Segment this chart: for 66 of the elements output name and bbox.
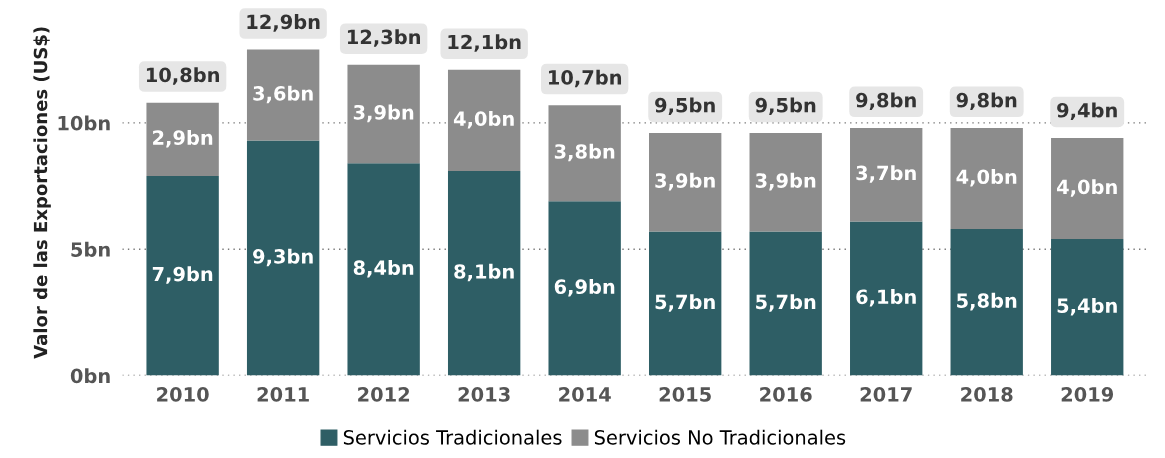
- x-tick-label: 2019: [1061, 387, 1114, 402]
- x-tick-label: 2012: [358, 387, 410, 402]
- data-label: 3,9bn: [655, 172, 715, 191]
- bar: [146, 175, 219, 376]
- bar: [146, 102, 219, 176]
- legend-label: Servicios No Tradicionales: [594, 429, 846, 445]
- data-label: 9,3bn: [253, 248, 313, 267]
- legend-label: Servicios Tradicionales: [343, 429, 562, 445]
- total-label: 9,8bn: [956, 92, 1017, 110]
- bar: [850, 221, 923, 376]
- total-label: 12,3bn: [347, 29, 420, 47]
- bar: [749, 132, 822, 232]
- bar: [548, 105, 621, 202]
- y-tick-label: 5bn: [71, 241, 110, 257]
- bar: [347, 64, 420, 164]
- y-axis-title: Valor de las Exportaciones (US$): [33, 27, 51, 359]
- data-label: 3,9bn: [353, 104, 414, 123]
- data-label: 5,7bn: [655, 294, 715, 312]
- data-label: 8,4bn: [353, 260, 414, 278]
- x-tick-label: 2013: [458, 387, 510, 402]
- total-label: 10,8bn: [146, 67, 219, 85]
- data-label: 4,0bn: [453, 110, 514, 129]
- bar: [1051, 138, 1124, 240]
- data-label: 2,9bn: [153, 129, 213, 148]
- total-label: 9,5bn: [755, 97, 816, 116]
- bar: [246, 140, 320, 376]
- data-label: 5,7bn: [756, 294, 816, 312]
- bar: [447, 170, 521, 376]
- total-label: 12,9bn: [247, 14, 320, 32]
- data-label: 6,1bn: [856, 289, 916, 307]
- bar: [950, 229, 1023, 376]
- bar: [649, 132, 722, 232]
- data-label: 8,1bn: [454, 263, 514, 282]
- data-label: 3,7bn: [856, 165, 916, 183]
- bar: [649, 231, 722, 376]
- data-label: 4,0bn: [956, 169, 1017, 187]
- y-tick-label: 0bn: [70, 368, 110, 384]
- data-label: 6,9bn: [554, 278, 615, 297]
- bar: [749, 231, 822, 376]
- data-label: 3,8bn: [554, 143, 615, 162]
- bar: [347, 163, 420, 376]
- data-label: 5,4bn: [1057, 297, 1117, 316]
- bar: [246, 49, 320, 141]
- y-tick-label: 10bn: [58, 115, 110, 131]
- bar: [1051, 239, 1124, 376]
- x-tick-label: 2014: [559, 387, 611, 402]
- bar: [950, 127, 1023, 229]
- x-tick-label: 2015: [659, 387, 711, 402]
- total-label: 12,1bn: [448, 34, 521, 52]
- x-tick-label: 2017: [860, 387, 912, 402]
- total-label: 9,8bn: [856, 92, 916, 110]
- x-tick-label: 2010: [157, 387, 209, 402]
- data-label: 4,0bn: [1056, 179, 1117, 197]
- data-label: 3,6bn: [253, 85, 313, 104]
- total-label: 9,5bn: [655, 97, 715, 116]
- bar: [850, 127, 923, 222]
- x-tick-label: 2016: [760, 387, 812, 402]
- total-label: 10,7bn: [549, 69, 622, 88]
- data-label: 3,9bn: [755, 172, 816, 191]
- bar: [447, 69, 521, 171]
- data-label: 5,8bn: [957, 292, 1017, 311]
- bar: [548, 201, 621, 376]
- x-tick-label: 2018: [961, 387, 1013, 402]
- total-label: 9,4bn: [1057, 102, 1117, 121]
- data-label: 7,9bn: [152, 266, 213, 284]
- x-tick-label: 2011: [257, 387, 309, 402]
